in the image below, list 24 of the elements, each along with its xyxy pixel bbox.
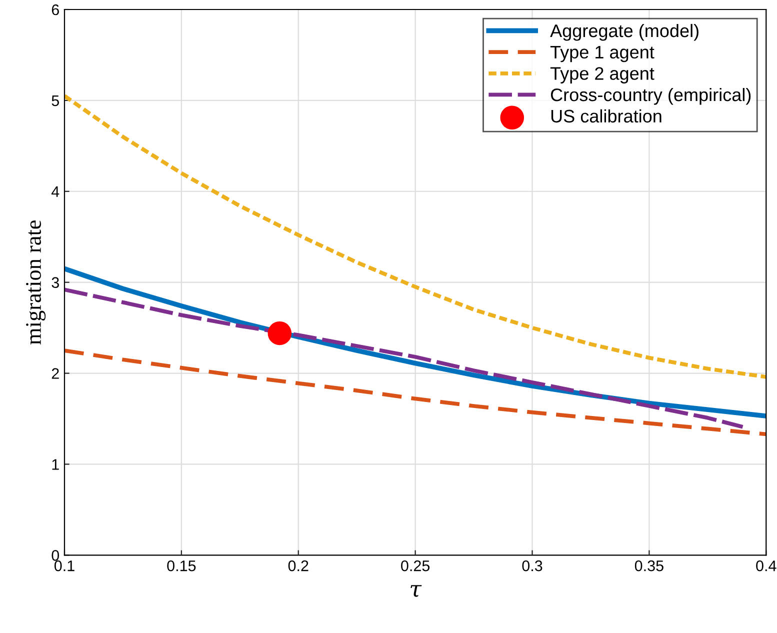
y-tick-label: 1	[52, 459, 59, 470]
x-tick-label: 0.3	[522, 560, 542, 572]
legend-label: Type 1 agent	[550, 46, 654, 62]
legend-label: Cross-country (empirical)	[550, 88, 751, 105]
line-series	[64, 266, 766, 418]
y-tick-label: 6	[52, 4, 59, 16]
y-tick-label: 0	[52, 550, 60, 561]
legend-label: Type 2 agent	[550, 67, 654, 84]
x-tick-label: 0.2	[288, 560, 308, 572]
line-series	[64, 348, 766, 436]
x-tick-label: 0.4	[756, 560, 776, 572]
legend-label: US calibration	[551, 109, 662, 123]
y-tick-label: 4	[51, 186, 60, 197]
y-tick-label: 3	[52, 277, 59, 288]
x-tick-label: 0.35	[634, 560, 664, 572]
y-axis-title: migration rate	[26, 220, 46, 344]
x-tick-label: 0.15	[167, 560, 196, 572]
line-series	[64, 288, 745, 429]
legend-label: Aggregate (model)	[550, 24, 698, 41]
x-axis-title: τ	[410, 585, 422, 597]
y-tick-label: 2	[52, 368, 59, 379]
y-tick-label: 5	[52, 95, 59, 106]
x-tick-label: 0.1	[54, 560, 74, 572]
x-tick-label: 0.25	[401, 560, 430, 572]
